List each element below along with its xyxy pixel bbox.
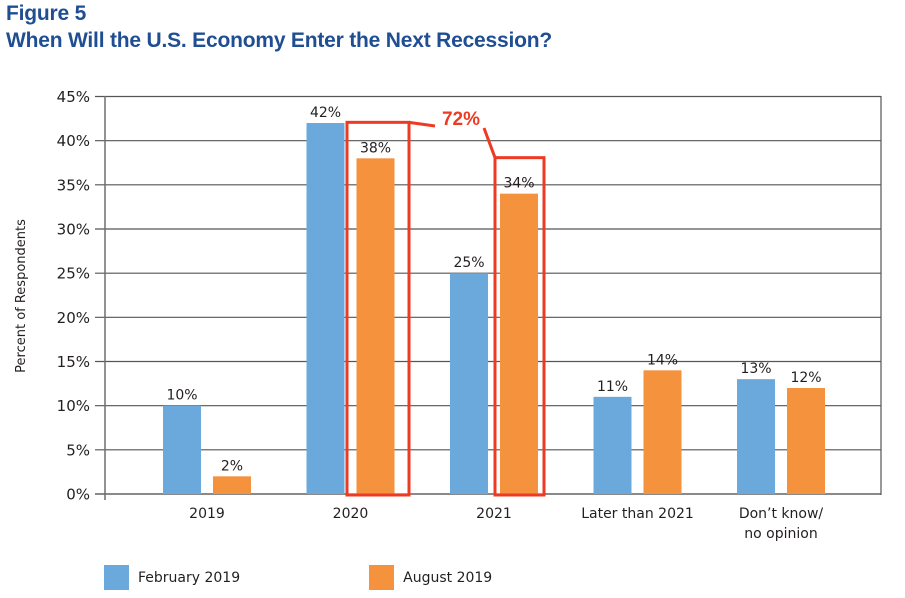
category-label: no opinion [744, 526, 817, 542]
bar-february [450, 273, 488, 494]
y-tick-label: 10% [57, 397, 90, 415]
y-tick-label: 35% [57, 176, 90, 194]
category-label: 2020 [333, 506, 369, 522]
legend-label-august: August 2019 [403, 569, 493, 586]
value-labels: 10% 2% 42% 38% 25% 34% 11% 14% 13% 12% [166, 105, 821, 474]
y-tick-label: 15% [57, 353, 90, 371]
category-label: 2021 [476, 506, 512, 522]
legend-item-february: February 2019 [104, 565, 240, 590]
highlight-box [493, 156, 546, 497]
bar-august [643, 370, 682, 494]
y-axis-ticks: 0% 5% 10% 15% 20% 25% 30% 35% 40% 45% [57, 88, 90, 504]
y-tick-label: 0% [66, 486, 90, 504]
bar-chart: 0% 5% 10% 15% 20% 25% 30% 35% 40% 45% Percent of … [14, 88, 882, 542]
y-axis-label: Percent of Respondents [14, 219, 29, 373]
data-label: 11% [597, 379, 628, 395]
category-label: 2019 [189, 506, 225, 522]
category-labels: 2019 2020 2021 Later than 2021 Don’t know/no… [189, 506, 823, 542]
bar-august [213, 476, 251, 494]
bar-august [500, 193, 538, 494]
bar-august [787, 388, 825, 494]
data-label: 38% [360, 140, 391, 156]
legend-label-february: February 2019 [138, 569, 241, 586]
bar-february [306, 123, 345, 494]
bars [163, 123, 825, 495]
figure-label: Figure 5 [6, 2, 87, 25]
legend-swatch-february [104, 565, 129, 590]
category-label: Later than 2021 [581, 506, 694, 522]
bar-august [356, 158, 395, 495]
data-label: 12% [790, 370, 821, 386]
y-tick-label: 25% [57, 265, 90, 283]
y-tick-label: 20% [57, 309, 90, 327]
data-label: 10% [166, 388, 197, 404]
highlight-box [345, 120, 411, 497]
category-label: Don’t know/ [739, 506, 824, 522]
y-tick-label: 5% [66, 441, 90, 459]
chart-title: When Will the U.S. Economy Enter the Nex… [6, 29, 553, 52]
legend-swatch-august [369, 565, 395, 590]
callout-connector-left [408, 120, 436, 128]
highlight-annotation: 72% [345, 109, 546, 497]
bar-february [737, 379, 775, 494]
callout-total-label: 72% [442, 109, 480, 130]
bar-february [163, 405, 201, 494]
data-label: 2% [221, 458, 243, 474]
y-tick-label: 30% [57, 221, 90, 239]
legend: February 2019 August 2019 [104, 565, 522, 590]
callout-connector-right [482, 127, 497, 159]
y-tick-label: 45% [57, 88, 90, 106]
y-tick-label: 40% [57, 132, 90, 150]
legend-item-august: August 2019 [369, 565, 492, 590]
data-label: 42% [310, 105, 341, 121]
bar-february [593, 396, 632, 494]
data-label: 13% [740, 361, 771, 377]
data-label: 34% [503, 176, 534, 192]
data-label: 25% [453, 255, 484, 271]
data-label: 14% [647, 352, 678, 368]
